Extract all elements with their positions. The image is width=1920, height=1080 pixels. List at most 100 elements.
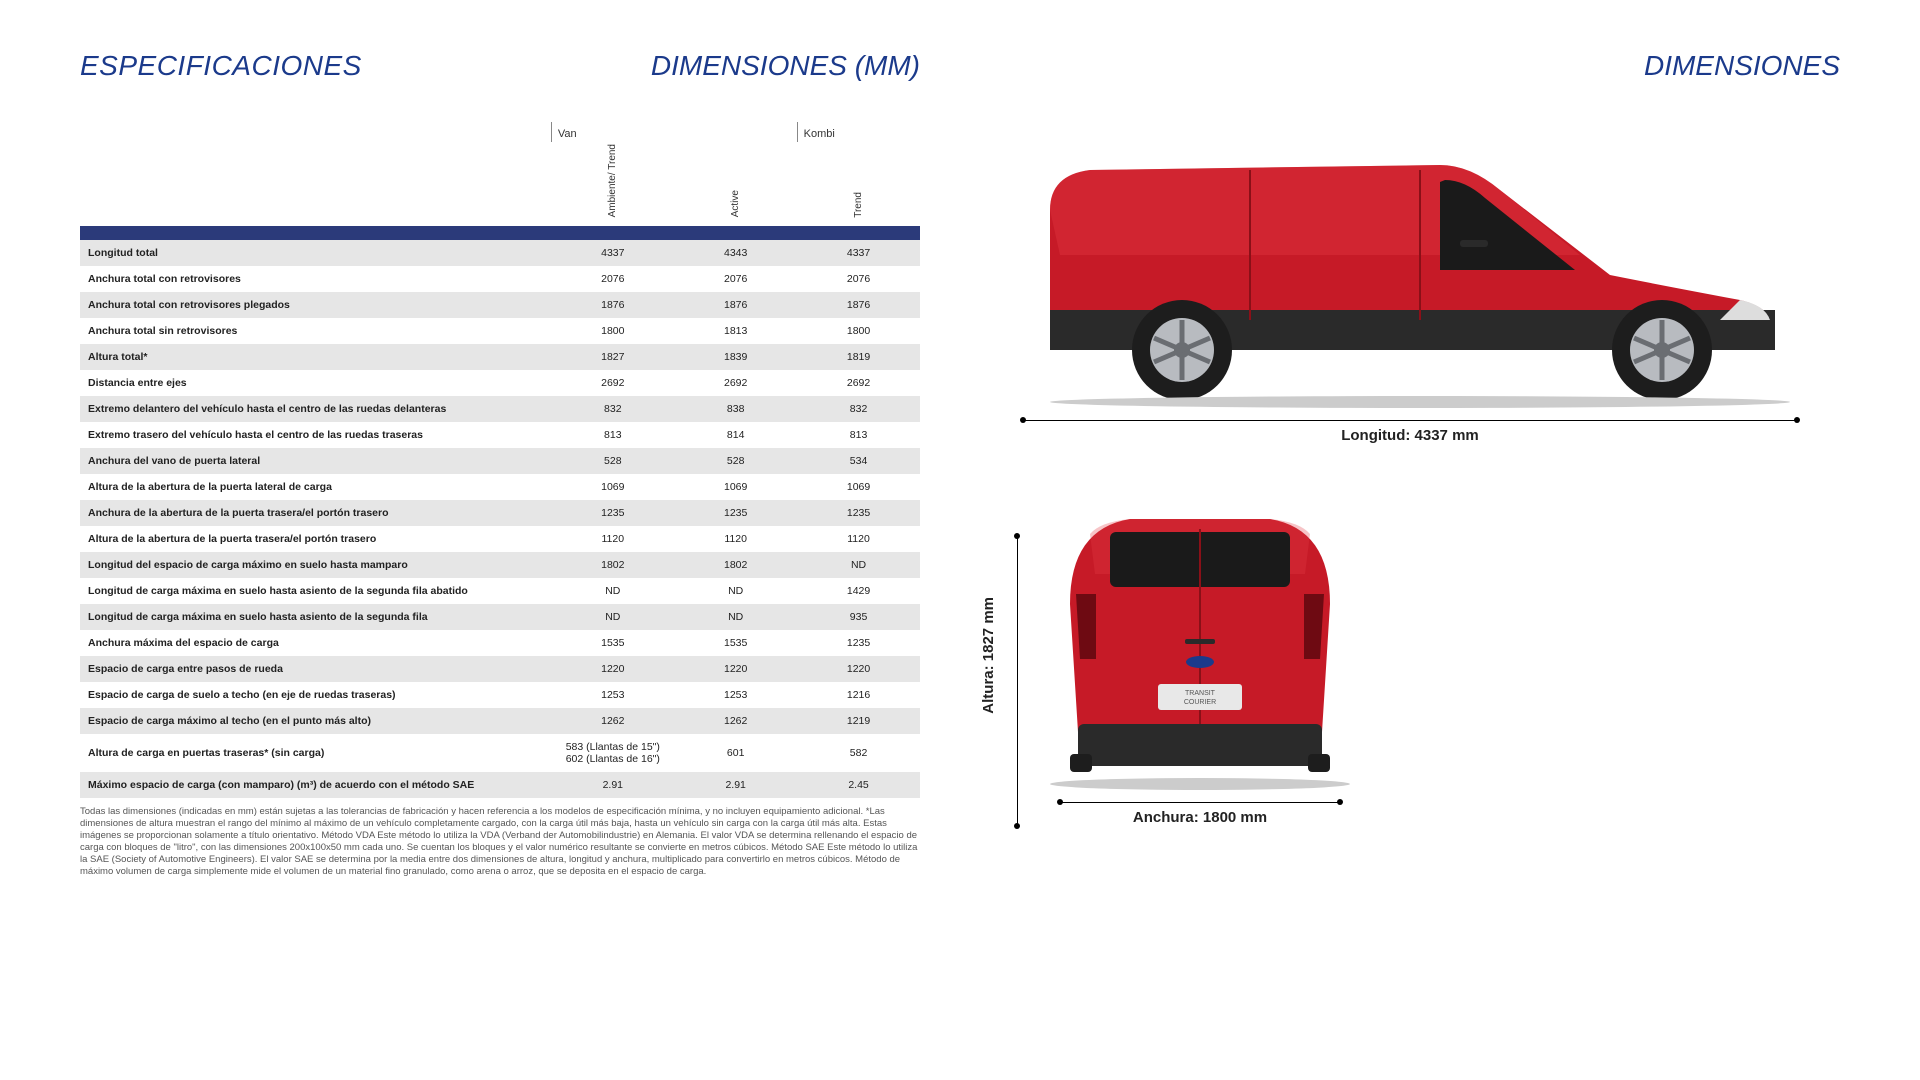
row-value: 4337 (551, 240, 674, 266)
row-label: Altura de la abertura de la puerta trase… (80, 526, 551, 552)
table-row: Longitud de carga máxima en suelo hasta … (80, 578, 920, 604)
row-label: Anchura máxima del espacio de carga (80, 630, 551, 656)
table-row: Longitud de carga máxima en suelo hasta … (80, 604, 920, 630)
row-value: 838 (674, 396, 797, 422)
row-value: 601 (674, 734, 797, 772)
table-row: Anchura total con retrovisores2076207620… (80, 266, 920, 292)
table-row: Anchura total sin retrovisores1800181318… (80, 318, 920, 344)
height-dim-label: Altura: 1827 mm (980, 597, 997, 714)
row-value: 1262 (674, 708, 797, 734)
row-value: 1235 (551, 500, 674, 526)
row-label: Altura total* (80, 344, 551, 370)
row-value: 582 (797, 734, 920, 772)
sub-header-1: Active (674, 142, 797, 226)
table-divider-bar (80, 226, 920, 240)
row-value: 1253 (674, 682, 797, 708)
table-row: Anchura total con retrovisores plegados 1… (80, 292, 920, 318)
footnote-text: Todas las dimensiones (indicadas en mm) … (80, 806, 920, 877)
left-column: ESPECIFICACIONES DIMENSIONES (MM) Van Ko… (80, 50, 920, 878)
row-value: 813 (551, 422, 674, 448)
row-value: 2076 (797, 266, 920, 292)
heading-dimensions-center: DIMENSIONES (MM) (651, 50, 920, 82)
row-value: 528 (551, 448, 674, 474)
row-value: 534 (797, 448, 920, 474)
row-label: Altura de la abertura de la puerta later… (80, 474, 551, 500)
row-value: 1535 (551, 630, 674, 656)
table-row: Anchura máxima del espacio de carga15351… (80, 630, 920, 656)
row-label: Distancia entre ejes (80, 370, 551, 396)
table-row: Longitud del espacio de carga máximo en … (80, 552, 920, 578)
row-value: 2076 (674, 266, 797, 292)
table-row: Altura de la abertura de la puerta later… (80, 474, 920, 500)
row-value: ND (551, 578, 674, 604)
row-value: 4343 (674, 240, 797, 266)
length-dim-label: Longitud: 4337 mm (980, 427, 1840, 444)
row-value: 1120 (797, 526, 920, 552)
row-value: 1220 (674, 656, 797, 682)
vehicle-badge: TRANSIT (1185, 690, 1216, 697)
row-value: 1827 (551, 344, 674, 370)
width-dim-line (1060, 802, 1340, 803)
row-label: Longitud total (80, 240, 551, 266)
row-value: ND (674, 578, 797, 604)
length-dim-line (1023, 420, 1797, 421)
row-value: 1429 (797, 578, 920, 604)
row-value: 1800 (797, 318, 920, 344)
right-column: Longitud: 4337 mm Altura: 1827 mm (980, 50, 1840, 878)
group-header-van: Van (551, 122, 797, 142)
row-value: 1069 (674, 474, 797, 500)
row-value: ND (674, 604, 797, 630)
heading-dimensions-right: DIMENSIONES (1644, 50, 1840, 82)
row-label: Anchura total con retrovisores plegados (80, 292, 551, 318)
row-value: 1069 (797, 474, 920, 500)
row-value: ND (551, 604, 674, 630)
row-label: Anchura total sin retrovisores (80, 318, 551, 344)
heading-spec: ESPECIFICACIONES (80, 50, 362, 82)
dimensions-table: Van Kombi Ambiente/ Trend Active Trend L… (80, 122, 920, 798)
table-row: Longitud total433743434337 (80, 240, 920, 266)
row-label: Longitud de carga máxima en suelo hasta … (80, 578, 551, 604)
row-value: 583 (Llantas de 15") 602 (Llantas de 16"… (551, 734, 674, 772)
row-value: 1216 (797, 682, 920, 708)
table-row: Altura total*182718391819 (80, 344, 920, 370)
row-value: 814 (674, 422, 797, 448)
row-value: 2.45 (797, 772, 920, 798)
row-label: Espacio de carga entre pasos de rueda (80, 656, 551, 682)
row-label: Máximo espacio de carga (con mamparo) (m… (80, 772, 551, 798)
row-value: 1876 (674, 292, 797, 318)
row-value: 1813 (674, 318, 797, 344)
row-value: 2692 (551, 370, 674, 396)
row-value: 1235 (674, 500, 797, 526)
row-value: 1535 (674, 630, 797, 656)
row-value: 1819 (797, 344, 920, 370)
row-value: 813 (797, 422, 920, 448)
row-value: 2.91 (674, 772, 797, 798)
row-value: 2692 (674, 370, 797, 396)
sub-header-2: Trend (797, 142, 920, 226)
row-value: 1220 (551, 656, 674, 682)
row-label: Anchura del vano de puerta lateral (80, 448, 551, 474)
row-value: ND (797, 552, 920, 578)
svg-text:COURIER: COURIER (1184, 699, 1216, 706)
table-row: Anchura del vano de puerta lateral528528… (80, 448, 920, 474)
table-row: Máximo espacio de carga (con mamparo) (m… (80, 772, 920, 798)
group-header-kombi: Kombi (797, 122, 920, 142)
row-label: Anchura total con retrovisores (80, 266, 551, 292)
row-value: 1069 (551, 474, 674, 500)
row-value: 1876 (797, 292, 920, 318)
row-value: 935 (797, 604, 920, 630)
row-value: 2.91 (551, 772, 674, 798)
row-value: 4337 (797, 240, 920, 266)
row-value: 832 (797, 396, 920, 422)
vehicle-rear-view: TRANSIT COURIER (1040, 484, 1360, 794)
table-row: Extremo delantero del vehículo hasta el … (80, 396, 920, 422)
row-label: Anchura de la abertura de la puerta tras… (80, 500, 551, 526)
table-row: Altura de carga en puertas traseras* (si… (80, 734, 920, 772)
sub-header-0: Ambiente/ Trend (551, 142, 674, 226)
row-value: 1235 (797, 500, 920, 526)
row-value: 832 (551, 396, 674, 422)
width-dim-label: Anchura: 1800 mm (1133, 809, 1267, 826)
table-row: Extremo trasero del vehículo hasta el ce… (80, 422, 920, 448)
table-row: Espacio de carga entre pasos de rueda122… (80, 656, 920, 682)
row-label: Longitud de carga máxima en suelo hasta … (80, 604, 551, 630)
